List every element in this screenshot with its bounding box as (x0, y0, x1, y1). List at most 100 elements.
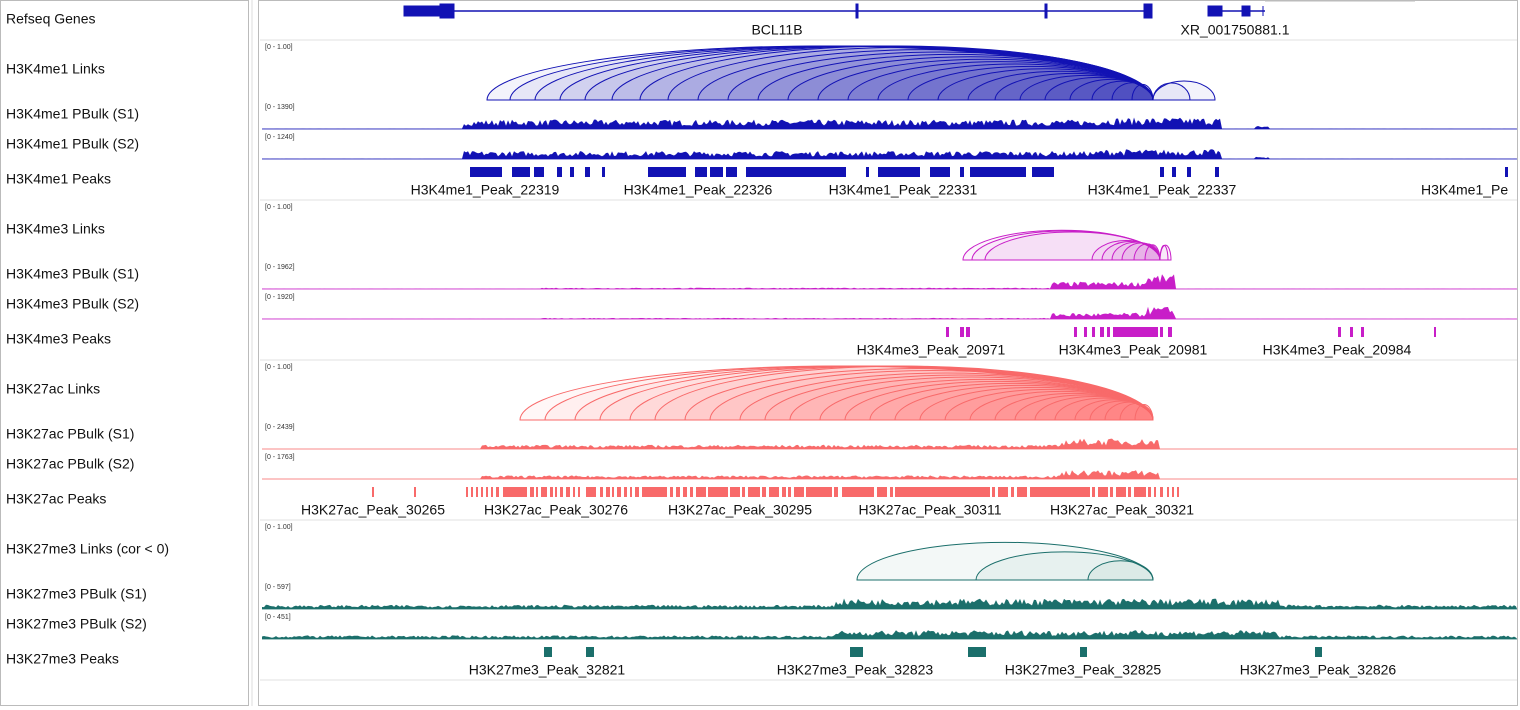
peak (642, 487, 667, 497)
peak (683, 487, 687, 497)
peak (1011, 487, 1014, 497)
gene-model (403, 3, 1265, 19)
peak (1098, 487, 1108, 497)
peak (1074, 327, 1077, 337)
range-label: [0 - 1.00] (265, 364, 293, 371)
peak (1100, 327, 1104, 337)
track-name: H3K27me3 Peaks (6, 651, 119, 667)
exon (403, 5, 441, 17)
peak (966, 327, 970, 337)
peak-label: H3K27ac_Peak_30265 (301, 502, 445, 518)
range-label: [0 - 1962] (265, 264, 295, 271)
peak (998, 487, 1008, 497)
peak-label: H3K27me3_Peak_32826 (1240, 662, 1397, 678)
peak (602, 167, 605, 177)
link-arc (975, 551, 1154, 581)
peak (1160, 327, 1163, 337)
peak (557, 167, 562, 177)
peak (1092, 487, 1095, 497)
peak (676, 487, 680, 497)
range-label: [0 - 2439] (265, 424, 295, 431)
peak (1187, 167, 1191, 177)
peak (534, 167, 544, 177)
peak (742, 487, 745, 497)
peak (710, 167, 723, 177)
peak (1168, 327, 1172, 337)
link-arc (1087, 560, 1154, 581)
peak-label: H3K4me3_Peak_20984 (1263, 342, 1412, 358)
peak-label: H3K4me1_Peak_22331 (829, 182, 978, 198)
peak (1361, 327, 1364, 337)
link-arc (984, 231, 1161, 261)
peak (960, 327, 964, 337)
peak (1148, 487, 1151, 497)
track-name: H3K27me3 PBulk (S2) (6, 616, 147, 632)
peak (503, 487, 527, 497)
peak (560, 487, 563, 497)
peak (570, 167, 574, 177)
peak (895, 487, 990, 497)
track-name: H3K27ac Links (6, 381, 100, 397)
peak (491, 487, 493, 497)
link-arc (1159, 244, 1172, 261)
exon (855, 3, 859, 19)
peak (730, 487, 740, 497)
gene-label: XR_001750881.1 (1181, 22, 1290, 38)
exon (1207, 5, 1223, 17)
peak (1107, 327, 1110, 337)
peak (834, 487, 838, 497)
peak (530, 487, 534, 497)
peak (481, 487, 483, 497)
peak (877, 487, 887, 497)
name-panel (0, 0, 249, 706)
peak (1113, 327, 1158, 337)
peak (946, 327, 949, 337)
link-arc (1134, 404, 1154, 421)
peak (1505, 167, 1508, 177)
peak (695, 167, 707, 177)
peak (762, 487, 766, 497)
track-name: H3K27me3 Links (cor < 0) (6, 541, 169, 557)
track-name: H3K4me1 Peaks (6, 171, 111, 187)
peak (1030, 487, 1090, 497)
peak (794, 487, 804, 497)
peak (536, 487, 538, 497)
exon (1241, 5, 1251, 17)
data-panel (258, 0, 1518, 706)
peak-label: H3K4me3_Peak_20971 (857, 342, 1006, 358)
exon (439, 3, 455, 19)
peak (586, 487, 596, 497)
peak (992, 487, 995, 497)
peak (586, 647, 594, 657)
track-name: H3K27ac PBulk (S2) (6, 456, 134, 472)
peak (1172, 487, 1174, 497)
peak (782, 487, 786, 497)
peak (486, 487, 488, 497)
peak (541, 487, 547, 497)
peak (968, 647, 986, 657)
peak (708, 487, 728, 497)
peak (624, 487, 627, 497)
peak (648, 167, 686, 177)
peak (578, 487, 580, 497)
peak-label: H3K4me1_Peak_22337 (1088, 182, 1237, 198)
peak (630, 487, 632, 497)
track-name: H3K4me3 PBulk (S1) (6, 266, 139, 282)
peak (606, 487, 610, 497)
peak-label: H3K4me1_Peak_22319 (411, 182, 560, 198)
peak (1177, 487, 1179, 497)
peak (550, 487, 553, 497)
track-name: H3K4me1 PBulk (S1) (6, 106, 139, 122)
peak (1080, 647, 1087, 657)
track-name: H3K27ac PBulk (S1) (6, 426, 134, 442)
peak (1092, 327, 1095, 337)
peak-label: H3K27me3_Peak_32823 (777, 662, 934, 678)
range-label: [0 - 1240] (265, 134, 295, 141)
peak (544, 647, 552, 657)
peak (1167, 487, 1169, 497)
link-arc (1152, 80, 1216, 101)
coverage (262, 470, 1517, 479)
exon (1044, 3, 1048, 19)
